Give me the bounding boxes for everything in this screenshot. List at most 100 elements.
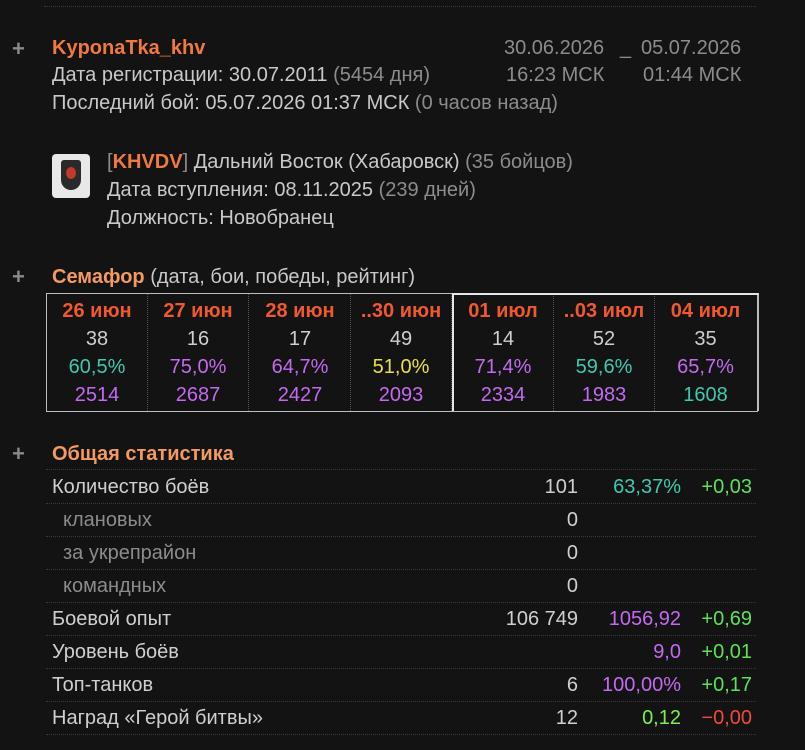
stats-row-label: клановых (63, 509, 152, 531)
stats-row-label: за укрепрайон (63, 542, 197, 564)
semafor-date: ..30 июн (360, 300, 442, 322)
stats-row-value: 0 (566, 509, 578, 531)
clan-position-line: Должность: Новобранец (107, 207, 334, 230)
clan-position: Новобранец (219, 207, 334, 229)
period-separator: _ (620, 37, 632, 59)
stats-row-value: 101 (544, 476, 578, 498)
semafor-battles: 35 (694, 328, 717, 350)
semafor-rating: 2427 (277, 384, 323, 406)
registration-ago: (5454 дня) (333, 64, 430, 86)
semafor-battles: 16 (186, 328, 210, 350)
semafor-date: 28 июн (265, 300, 335, 322)
clan-members: (35 бойцов) (465, 151, 573, 173)
stats-row-value: 12 (555, 707, 578, 729)
player-nickname[interactable]: KyponaTka_khv (52, 37, 206, 59)
semafor-winrate: 65,7% (677, 356, 734, 378)
stats-row: Количество боёв 101 63,37% +0,03 (46, 471, 756, 504)
general-divider (46, 469, 756, 470)
expand-profile-button[interactable]: + (12, 36, 25, 61)
semafor-winrate: 60,5% (68, 356, 126, 378)
stats-row-delta: +0,17 (701, 674, 752, 696)
stats-row: Наград «Герой битвы» 12 0,12 −0,00 (46, 702, 756, 735)
semafor-header: Семафор (дата, бои, победы, рейтинг) (52, 266, 415, 289)
last-battle-line: Последний бой: 05.07.2026 01:37 МСК (0 ч… (52, 92, 558, 115)
semafor-winrate: 51,0% (372, 356, 430, 378)
semafor-rating: 1983 (581, 384, 627, 406)
stats-row: за укрепрайон 0 (46, 537, 756, 570)
semafor-date: 27 июн (163, 300, 233, 322)
semafor-column: 27 июн 16 75,0% 2687 (148, 294, 249, 411)
stats-row-delta: +0,03 (701, 476, 752, 498)
semafor-rating: 2334 (480, 384, 526, 406)
stats-row-label: Количество боёв (52, 476, 210, 498)
stats-row: Уровень боёв 9,0 +0,01 (46, 636, 756, 669)
stats-row-average: 63,37% (613, 476, 681, 498)
stats-row-label: Уровень боёв (52, 641, 179, 663)
stats-row-average: 100,00% (602, 674, 681, 696)
period-to-date: 05.07.2026 (641, 37, 742, 59)
top-divider (44, 6, 756, 7)
stats-row-average: 0,12 (642, 707, 681, 729)
registration-line: Дата регистрации: 30.07.2011 (5454 дня) (52, 64, 430, 87)
clan-tag[interactable]: KHVDV (112, 151, 183, 173)
semafor-subtitle: (дата, бои, победы, рейтинг) (150, 266, 416, 288)
clan-emblem-icon[interactable] (52, 154, 90, 198)
clan-name: Дальний Восток (Хабаровск) (193, 151, 460, 173)
expand-general-button[interactable]: + (12, 441, 25, 466)
clan-join-line: Дата вступления: 08.11.2025 (239 дней) (107, 179, 476, 202)
last-battle-ago: (0 часов назад) (414, 92, 558, 114)
stats-row-delta: −0,00 (701, 707, 752, 729)
expand-semafor-button[interactable]: + (12, 264, 25, 289)
semafor-date: 26 июн (62, 300, 132, 322)
semafor-winrate: 75,0% (169, 356, 227, 378)
clan-join-ago: (239 дней) (378, 179, 476, 201)
clan-bracket-close: ] (182, 151, 189, 173)
period-to-time: 01:44 МСК (643, 64, 742, 86)
semafor-winrate: 59,6% (575, 356, 633, 378)
registration-date: 30.07.2011 (228, 64, 328, 86)
semafor-title: Семафор (52, 266, 145, 288)
clan-position-label: Должность: (107, 207, 214, 229)
clan-join-date: 08.11.2025 (274, 179, 374, 201)
stats-row-label: Наград «Герой битвы» (52, 707, 263, 729)
semafor-winrate: 71,4% (474, 356, 532, 378)
semafor-date: ..03 июл (563, 300, 645, 322)
semafor-column: ..03 июл 52 59,6% 1983 (554, 294, 655, 411)
stats-row: Боевой опыт 106 749 1056,92 +0,69 (46, 603, 756, 636)
semafor-battles: 38 (85, 328, 109, 350)
stats-row: клановых 0 (46, 504, 756, 537)
semafor-battles: 14 (491, 328, 515, 350)
stats-row-value: 0 (566, 575, 578, 597)
semafor-column: 04 июл 35 65,7% 1608 (655, 294, 756, 411)
semafor-battles: 49 (389, 328, 413, 350)
stats-row-value: 106 749 (505, 608, 578, 630)
semafor-rating: 2093 (378, 384, 424, 406)
period-from-time: 16:23 МСК (506, 64, 605, 86)
stats-row-value: 0 (566, 542, 578, 564)
semafor-rating: 1608 (683, 384, 728, 406)
semafor-column: 01 июл 14 71,4% 2334 (453, 294, 554, 411)
clan-line: [KHVDV] Дальний Восток (Хабаровск) (35 б… (107, 151, 573, 174)
stats-row-average: 9,0 (653, 641, 681, 663)
semafor-rating: 2514 (74, 384, 120, 406)
semafor-rating: 2687 (175, 384, 221, 406)
general-title: Общая статистика (52, 443, 234, 465)
period-from-date: 30.06.2026 (504, 37, 605, 59)
stats-row-average: 1056,92 (608, 608, 681, 630)
clan-bracket-open: [ (107, 151, 113, 173)
stats-row-delta: +0,01 (701, 641, 752, 663)
semafor-date: 01 июл (468, 300, 538, 322)
semafor-table: 26 июн 38 60,5% 2514 27 июн 16 75,0% 2687 28 июн… (46, 293, 758, 412)
stats-row-delta: +0,69 (701, 608, 752, 630)
stats-row: Топ-танков 6 100,00% +0,17 (46, 669, 756, 702)
clan-join-label: Дата вступления: (107, 179, 269, 201)
stats-row: командных 0 (46, 570, 756, 603)
semafor-column: ..30 июн 49 51,0% 2093 (351, 294, 452, 411)
semafor-winrate: 64,7% (271, 356, 329, 378)
semafor-battles: 17 (288, 328, 312, 350)
stats-row-value: 6 (566, 674, 578, 696)
registration-label: Дата регистрации: (52, 64, 224, 86)
last-battle-date: 05.07.2026 01:37 МСК (205, 92, 410, 114)
last-battle-label: Последний бой: (52, 92, 200, 114)
stats-row-label: командных (63, 575, 167, 597)
